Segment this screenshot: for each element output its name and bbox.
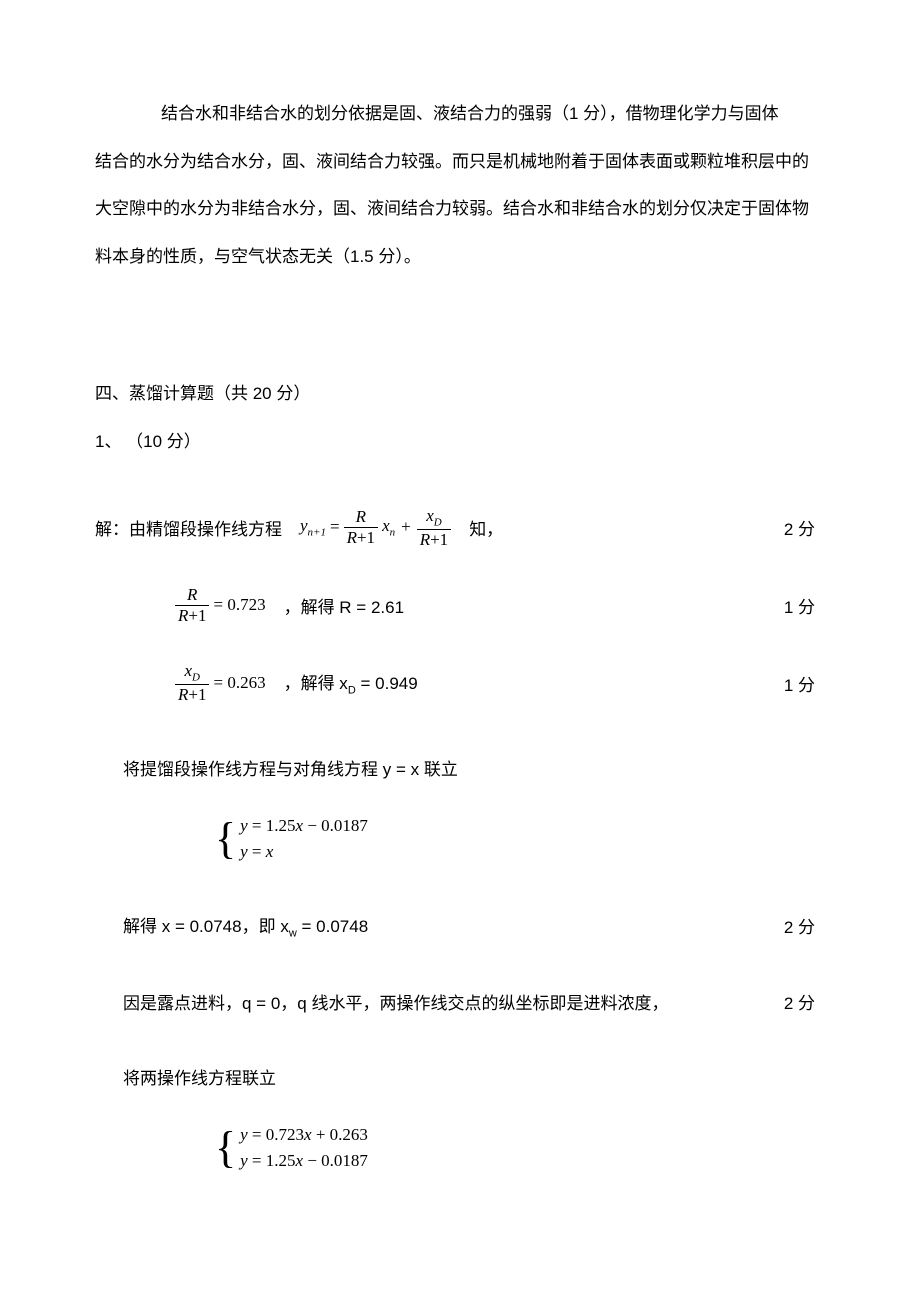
solve-xw-row: 解得 x = 0.0748，即 xw = 0.0748 2 分: [95, 912, 815, 939]
sys2-eq2: y = 1.25x − 0.0187: [240, 1151, 368, 1171]
system-1: { y = 1.25x − 0.0187 y = x: [215, 816, 815, 862]
sys1-eq2: y = x: [240, 842, 368, 862]
score-label: 1 分: [784, 671, 815, 696]
section-title: 四、蒸馏计算题（共 20 分）: [95, 370, 815, 418]
intro-line-3: 大空隙中的水分为非结合水分，固、液间结合力较弱。结合水和非结合水的划分仅决定于固…: [95, 185, 815, 233]
system-2: { y = 0.723x + 0.263 y = 1.25x − 0.0187: [215, 1125, 815, 1171]
dew-point-text: 因是露点进料，q = 0，q 线水平，两操作线交点的纵坐标即是进料浓度，: [123, 989, 668, 1014]
intro-line-4: 料本身的性质，与空气状态无关（1.5 分）。: [95, 233, 815, 281]
intro-line-2: 结合的水分为结合水分，固、液间结合力较强。而只是机械地附着于固体表面或颗粒堆积层…: [95, 138, 815, 186]
fraction-xd-over-r1-2: xD R+1: [175, 661, 209, 705]
eq2-value: = 0.723: [213, 595, 265, 615]
brace-icon: {: [215, 817, 236, 861]
x-n-var: xn: [382, 516, 395, 538]
solve-r-row: R R+1 = 0.723 ，解得 R = 2.61 1 分: [95, 585, 815, 625]
solve-xd-row: xD R+1 = 0.263 ，解得 xD = 0.949 1 分: [95, 661, 815, 705]
brace-icon: {: [215, 1126, 236, 1170]
score-label: 2 分: [784, 913, 815, 938]
intro-line-1: 结合水和非结合水的划分依据是固、液结合力的强弱（1 分），借物理化学力与固体: [161, 90, 815, 138]
solve-r-text: ，解得 R = 2.61: [284, 593, 404, 618]
sys1-eq1: y = 1.25x − 0.0187: [240, 816, 368, 836]
dew-row: 因是露点进料，q = 0，q 线水平，两操作线交点的纵坐标即是进料浓度， 2 分: [95, 989, 815, 1014]
fraction-r-over-r1-2: R R+1: [175, 585, 209, 625]
equation-operating-line: yn+1 = R R+1 xn + xD R+1: [300, 506, 451, 550]
union-line: 将提馏段操作线方程与对角线方程 y = x 联立: [123, 755, 815, 780]
score-label: 2 分: [784, 515, 815, 540]
union-2-line: 将两操作线方程联立: [123, 1064, 815, 1089]
eq3-value: = 0.263: [213, 673, 265, 693]
know-label: 知，: [469, 515, 503, 540]
score-label: 2 分: [784, 989, 815, 1014]
sys2-eq1: y = 0.723x + 0.263: [240, 1125, 368, 1145]
solution-label: 解：由精馏段操作线方程: [95, 515, 282, 540]
solve-xw-text: 解得 x = 0.0748，即 xw = 0.0748: [123, 912, 368, 939]
score-label: 1 分: [784, 593, 815, 618]
solution-row-1: 解：由精馏段操作线方程 yn+1 = R R+1 xn + xD R+1 知， …: [95, 506, 815, 550]
y-var: yn+1: [300, 516, 326, 538]
solve-xd-text: ，解得 xD = 0.949: [284, 669, 418, 696]
fraction-r-over-r1: R R+1: [344, 507, 378, 547]
question-label: 1、 （10 分）: [95, 418, 815, 466]
fraction-xd-over-r1: xD R+1: [417, 506, 451, 550]
